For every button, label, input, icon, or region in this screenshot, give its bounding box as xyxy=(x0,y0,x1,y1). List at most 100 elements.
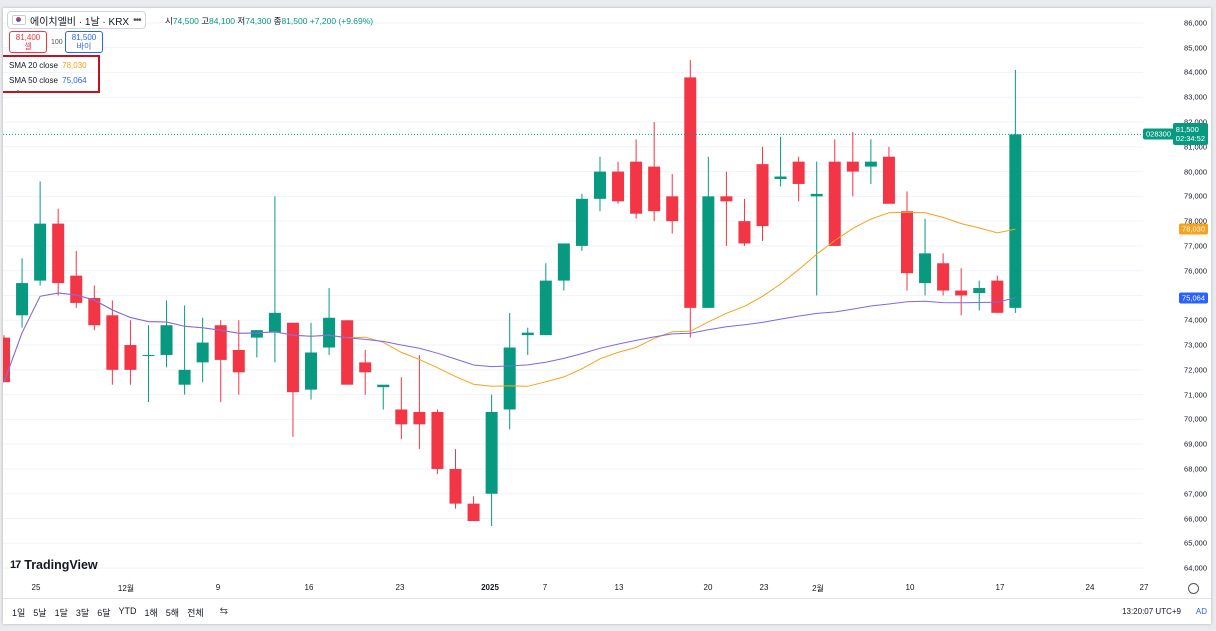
last-price: 81,500 xyxy=(1175,125,1199,135)
candle-body xyxy=(557,243,570,281)
price-tick-label: 71,000 xyxy=(1184,390,1207,400)
price-tick-label: 66,000 xyxy=(1184,514,1207,524)
candle-body xyxy=(612,171,625,202)
price-tick-label: 77,000 xyxy=(1184,241,1207,251)
low-key: 저 xyxy=(237,16,246,26)
candle-body xyxy=(232,350,245,373)
tradingview-logo-icon: 17 xyxy=(10,559,21,571)
candle-body xyxy=(738,221,751,244)
price-tick-label: 84,000 xyxy=(1184,67,1207,77)
candle-body xyxy=(413,411,426,425)
time-tick-label: 2월 xyxy=(812,584,824,593)
price-tick-label: 65,000 xyxy=(1184,538,1207,548)
price-tick-label: 70,000 xyxy=(1184,414,1207,424)
candle-body xyxy=(16,283,29,316)
range-5y[interactable]: 5해 xyxy=(165,608,180,618)
candle-body xyxy=(431,411,444,469)
buy-label: 바이 xyxy=(76,42,92,51)
candle-body xyxy=(485,411,498,494)
symbol-selector[interactable]: 에이치엘비 · 1날 · KRX ••• xyxy=(7,11,146,29)
price-tick-label: 74,000 xyxy=(1184,315,1207,325)
buy-button[interactable]: 81,500 바이 xyxy=(65,31,103,53)
trade-buttons: 81,400 셀 100 81,500 바이 xyxy=(9,31,103,53)
time-tick-label: 16 xyxy=(304,583,314,592)
sell-button[interactable]: 81,400 셀 xyxy=(9,31,47,53)
candle-body xyxy=(52,223,65,284)
candle-body xyxy=(1009,134,1022,308)
candle-body xyxy=(991,280,1004,313)
candle-body xyxy=(792,161,805,184)
symbol-title: 에이치엘비 · 1날 · KRX xyxy=(30,16,130,28)
candle-body xyxy=(810,193,823,197)
candle-body xyxy=(973,288,986,293)
range-1m[interactable]: 1달 xyxy=(54,608,68,618)
price-tick-label: 78,000 xyxy=(1184,216,1207,226)
sma50-line xyxy=(3,292,1016,383)
candle-body xyxy=(160,325,173,355)
candle-body xyxy=(449,468,462,504)
sma20-label: SMA 20 close xyxy=(9,61,58,70)
price-tick-label: 86,000 xyxy=(1184,18,1207,28)
adjust-button[interactable]: AD xyxy=(1195,607,1207,616)
tradingview-logo-text: TradingView xyxy=(24,558,98,572)
time-tick-label: 2025 xyxy=(481,583,499,592)
candle-body xyxy=(955,290,968,296)
candle-body xyxy=(106,315,119,370)
chart-window: 에이치엘비 · 1날 · KRX ••• 시74,500 고84,100 저74… xyxy=(3,8,1211,624)
candle-body xyxy=(882,156,895,204)
price-tick-label: 73,000 xyxy=(1184,340,1207,350)
symbol-code-badge: 028300 xyxy=(1143,128,1175,140)
close-key: 종 xyxy=(273,16,282,26)
price-tick-label: 79,000 xyxy=(1184,191,1207,201)
price-tick-label: 76,000 xyxy=(1184,266,1207,276)
range-all[interactable]: 전체 xyxy=(187,608,204,618)
candle-body xyxy=(539,280,552,336)
range-1y[interactable]: 1해 xyxy=(144,608,158,618)
time-tick-label: 24 xyxy=(1085,583,1095,592)
candle-body xyxy=(214,325,227,360)
candle-body xyxy=(630,161,643,214)
candle-body xyxy=(196,342,209,363)
candle-body xyxy=(828,161,841,246)
range-6m[interactable]: 6달 xyxy=(97,608,111,618)
candle-body xyxy=(846,161,859,172)
range-ytd[interactable]: YTD xyxy=(118,606,137,616)
candle-body xyxy=(34,223,47,281)
price-tick-label: 80,000 xyxy=(1184,167,1207,177)
price-tick-label: 64,000 xyxy=(1184,563,1207,573)
range-5d[interactable]: 5날 xyxy=(33,608,47,618)
last-price-badge: 81,500 02:34:52 xyxy=(1172,123,1208,146)
price-tick-label: 67,000 xyxy=(1184,489,1207,499)
range-buttons: 1일 5날 1달 3달 6달 YTD 1해 5해 전체 ⇆ xyxy=(12,606,228,619)
sma20-legend[interactable]: SMA 20 close 78,030 xyxy=(9,61,87,70)
candle-body xyxy=(323,317,336,348)
candle-body xyxy=(305,352,318,390)
open-value: 74,500 xyxy=(172,16,199,26)
candle-body xyxy=(648,166,661,212)
candle-body xyxy=(250,330,263,338)
low-value: 74,300 xyxy=(245,16,272,26)
range-1d[interactable]: 1일 xyxy=(12,608,26,618)
candlestick-chart[interactable] xyxy=(3,8,1211,598)
time-tick-label: 27 xyxy=(1139,583,1149,592)
change-value: +7,200 (+9.69%) xyxy=(309,16,374,26)
price-tick-label: 83,000 xyxy=(1184,92,1207,102)
price-tick-label: 69,000 xyxy=(1184,439,1207,449)
more-dots-icon[interactable]: ••• xyxy=(133,14,141,26)
candle-body xyxy=(684,77,697,308)
go-to-realtime-icon[interactable] xyxy=(1188,583,1199,594)
date-range-icon[interactable]: ⇆ xyxy=(219,606,229,617)
time-tick-label: 9 xyxy=(215,583,221,592)
candle-body xyxy=(575,198,588,246)
tradingview-logo[interactable]: 17 TradingView xyxy=(10,558,98,572)
sma50-legend[interactable]: SMA 50 close 75,064 xyxy=(9,76,87,85)
candle-body xyxy=(919,253,932,284)
candle-body xyxy=(3,337,10,383)
collapse-legend-button[interactable]: ^ xyxy=(16,89,20,98)
time-tick-label: 17 xyxy=(995,583,1005,592)
candle-body xyxy=(593,171,606,199)
range-3m[interactable]: 3달 xyxy=(75,608,90,618)
price-tick-label: 85,000 xyxy=(1184,43,1207,53)
clock-timezone[interactable]: 13:20:07 UTC+9 xyxy=(1122,607,1181,616)
bar-countdown: 02:34:52 xyxy=(1175,134,1205,144)
